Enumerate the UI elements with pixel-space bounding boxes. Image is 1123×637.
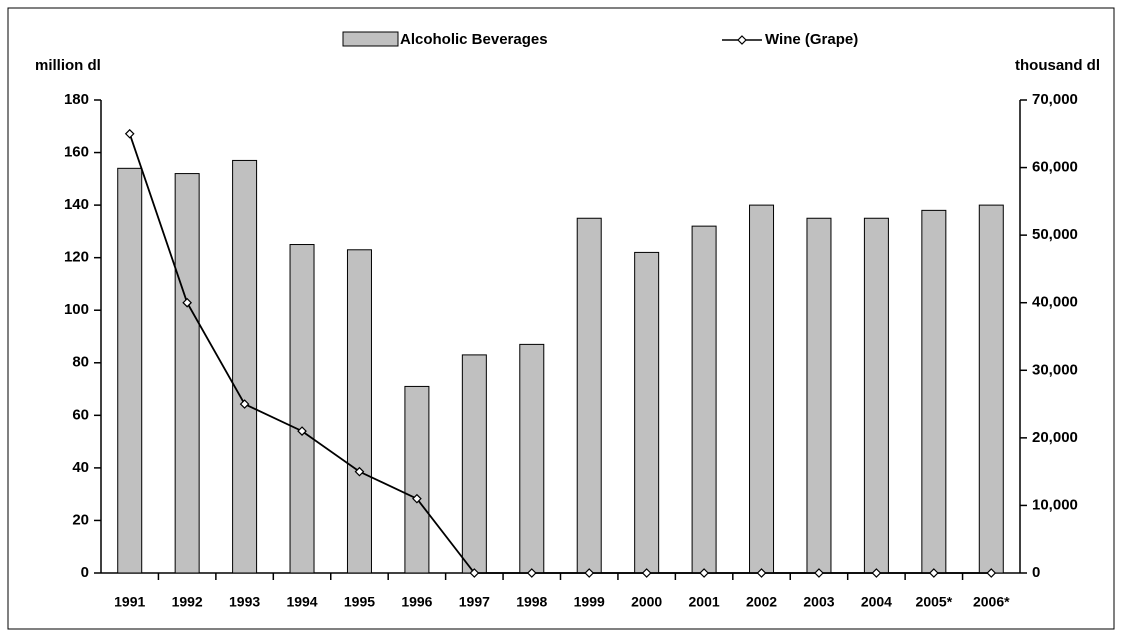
bar <box>863 217 889 574</box>
x-tick-label: 2001 <box>689 594 720 610</box>
y2-tick-label: 0 <box>1032 564 1040 581</box>
marker <box>469 568 480 578</box>
legend-swatch <box>342 31 399 47</box>
marker <box>641 568 652 578</box>
chart-border <box>7 7 1115 630</box>
x-tick-label: 1999 <box>574 594 605 610</box>
bar <box>576 217 602 574</box>
y-tick-label: 40 <box>72 459 89 476</box>
marker <box>297 426 307 436</box>
y-axis-label: million dl <box>35 57 101 74</box>
y-tick-label: 140 <box>64 196 89 213</box>
bar <box>519 343 545 574</box>
y-tick-label: 0 <box>81 564 89 581</box>
y2-tick-label: 70,000 <box>1032 91 1078 108</box>
y-tick-label: 60 <box>72 406 89 423</box>
y-tick-label: 160 <box>64 144 89 161</box>
legend-label: Wine (Grape) <box>765 31 858 48</box>
bar <box>978 204 1004 574</box>
legend-label: Alcoholic Beverages <box>400 31 548 48</box>
marker <box>124 128 135 139</box>
y2-tick-label: 20,000 <box>1032 429 1078 446</box>
marker <box>986 568 997 578</box>
x-tick-label: 2002 <box>746 594 777 610</box>
bar <box>117 167 143 574</box>
bar <box>806 217 832 574</box>
marker <box>239 399 250 409</box>
y2-tick-label: 10,000 <box>1032 496 1078 513</box>
x-tick-label: 2005* <box>916 594 953 610</box>
marker <box>756 568 767 578</box>
marker <box>412 493 422 504</box>
legend-marker <box>737 35 747 45</box>
line <box>128 133 992 574</box>
y2-tick-label: 60,000 <box>1032 159 1078 176</box>
marker <box>526 568 537 578</box>
marker <box>699 568 709 578</box>
y-tick-label: 180 <box>64 91 89 108</box>
bar <box>346 249 372 574</box>
bar <box>404 385 430 574</box>
bar <box>461 354 487 574</box>
marker <box>584 568 595 578</box>
x-tick-label: 1992 <box>172 594 203 610</box>
x-tick-label: 2004 <box>861 594 892 610</box>
marker <box>182 297 193 308</box>
y-tick-label: 120 <box>64 249 89 266</box>
x-tick-label: 1996 <box>401 594 432 610</box>
x-tick-label: 1991 <box>114 594 145 610</box>
x-tick-label: 1993 <box>229 594 260 610</box>
x-tick-label: 1994 <box>286 594 317 610</box>
bar <box>174 173 200 574</box>
bar <box>232 159 258 574</box>
bar <box>634 251 660 574</box>
y-tick-label: 80 <box>72 354 89 371</box>
x-tick-label: 1997 <box>459 594 490 610</box>
marker <box>871 568 882 578</box>
y2-tick-label: 50,000 <box>1032 226 1078 243</box>
x-tick-label: 2003 <box>803 594 834 610</box>
y2-axis-label: thousand dl <box>1015 57 1100 74</box>
x-tick-label: 2006* <box>973 594 1010 610</box>
y2-tick-label: 40,000 <box>1032 294 1078 311</box>
marker <box>354 466 365 477</box>
x-tick-label: 2000 <box>631 594 662 610</box>
bar <box>691 225 717 574</box>
y-tick-label: 20 <box>72 511 89 528</box>
x-tick-label: 1998 <box>516 594 547 610</box>
marker <box>928 568 939 578</box>
y-tick-label: 100 <box>64 301 89 318</box>
marker <box>814 568 824 578</box>
y2-tick-label: 30,000 <box>1032 361 1078 378</box>
x-tick-label: 1995 <box>344 594 375 610</box>
bar <box>921 209 947 574</box>
bar <box>289 244 315 574</box>
bar <box>749 204 775 574</box>
